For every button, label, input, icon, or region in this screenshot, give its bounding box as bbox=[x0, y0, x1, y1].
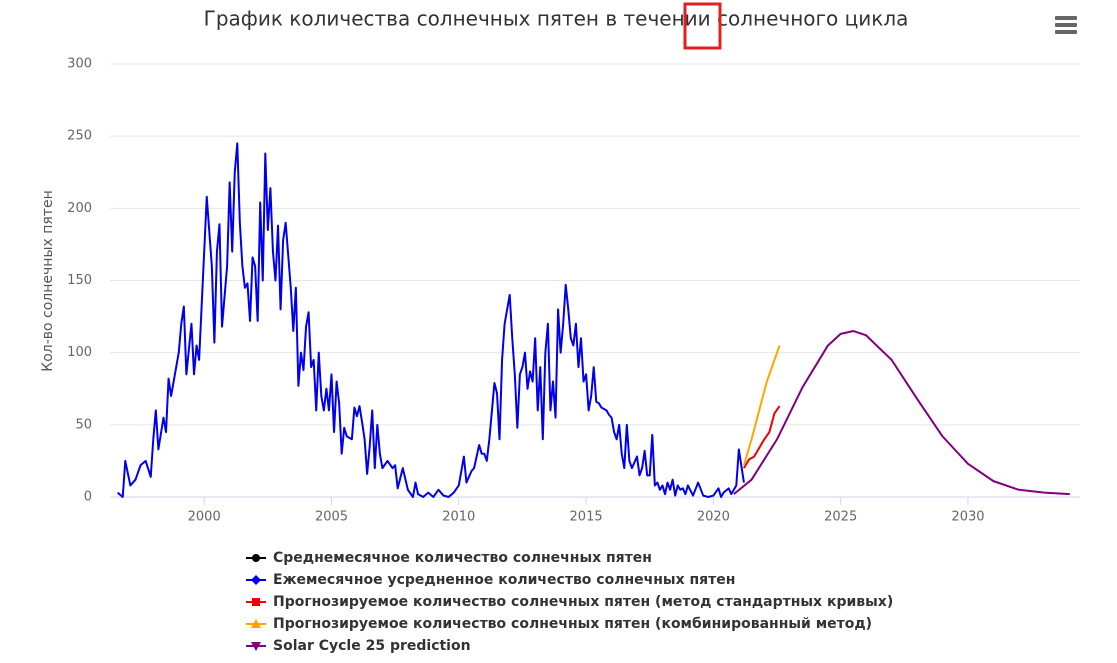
series-line bbox=[742, 345, 781, 466]
legend-label: Solar Cycle 25 prediction bbox=[273, 638, 471, 654]
x-tick-label: 2030 bbox=[951, 510, 984, 525]
y-axis-label: Кол-во солнечных пятен bbox=[40, 190, 56, 371]
y-tick-label: 150 bbox=[67, 273, 92, 288]
legend-symbol bbox=[252, 598, 260, 606]
legend-label: Ежемесячное усредненное количество солне… bbox=[273, 572, 735, 588]
y-tick-label: 0 bbox=[84, 490, 92, 505]
menu-button[interactable] bbox=[1055, 16, 1077, 34]
menu-bar bbox=[1055, 23, 1077, 27]
series-line bbox=[733, 330, 1070, 496]
legend-symbol bbox=[252, 554, 260, 562]
series-line bbox=[743, 405, 781, 469]
series-line bbox=[116, 142, 745, 498]
chart-title: График количества солнечных пятен в тече… bbox=[204, 7, 909, 31]
y-tick-label: 100 bbox=[67, 345, 92, 360]
legend-label: Среднемесячное количество солнечных пяте… bbox=[273, 550, 652, 566]
legend-label: Прогнозируемое количество солнечных пяте… bbox=[273, 616, 872, 632]
y-tick-label: 200 bbox=[67, 201, 92, 216]
y-tick-label: 250 bbox=[67, 129, 92, 144]
legend-symbol bbox=[251, 642, 261, 651]
legend-label: Прогнозируемое количество солнечных пяте… bbox=[273, 594, 893, 610]
menu-bar bbox=[1055, 16, 1077, 20]
legend-symbol bbox=[251, 575, 261, 585]
menu-bar bbox=[1055, 30, 1077, 34]
legend-symbol bbox=[251, 619, 261, 628]
y-tick-label: 50 bbox=[75, 417, 92, 432]
x-tick-label: 2005 bbox=[315, 510, 348, 525]
highlight-box bbox=[683, 2, 722, 50]
x-tick-label: 2000 bbox=[188, 510, 221, 525]
x-tick-label: 2020 bbox=[697, 510, 730, 525]
x-tick-label: 2015 bbox=[570, 510, 603, 525]
y-tick-label: 300 bbox=[67, 57, 92, 72]
x-tick-label: 2025 bbox=[824, 510, 857, 525]
x-tick-label: 2010 bbox=[442, 510, 475, 525]
